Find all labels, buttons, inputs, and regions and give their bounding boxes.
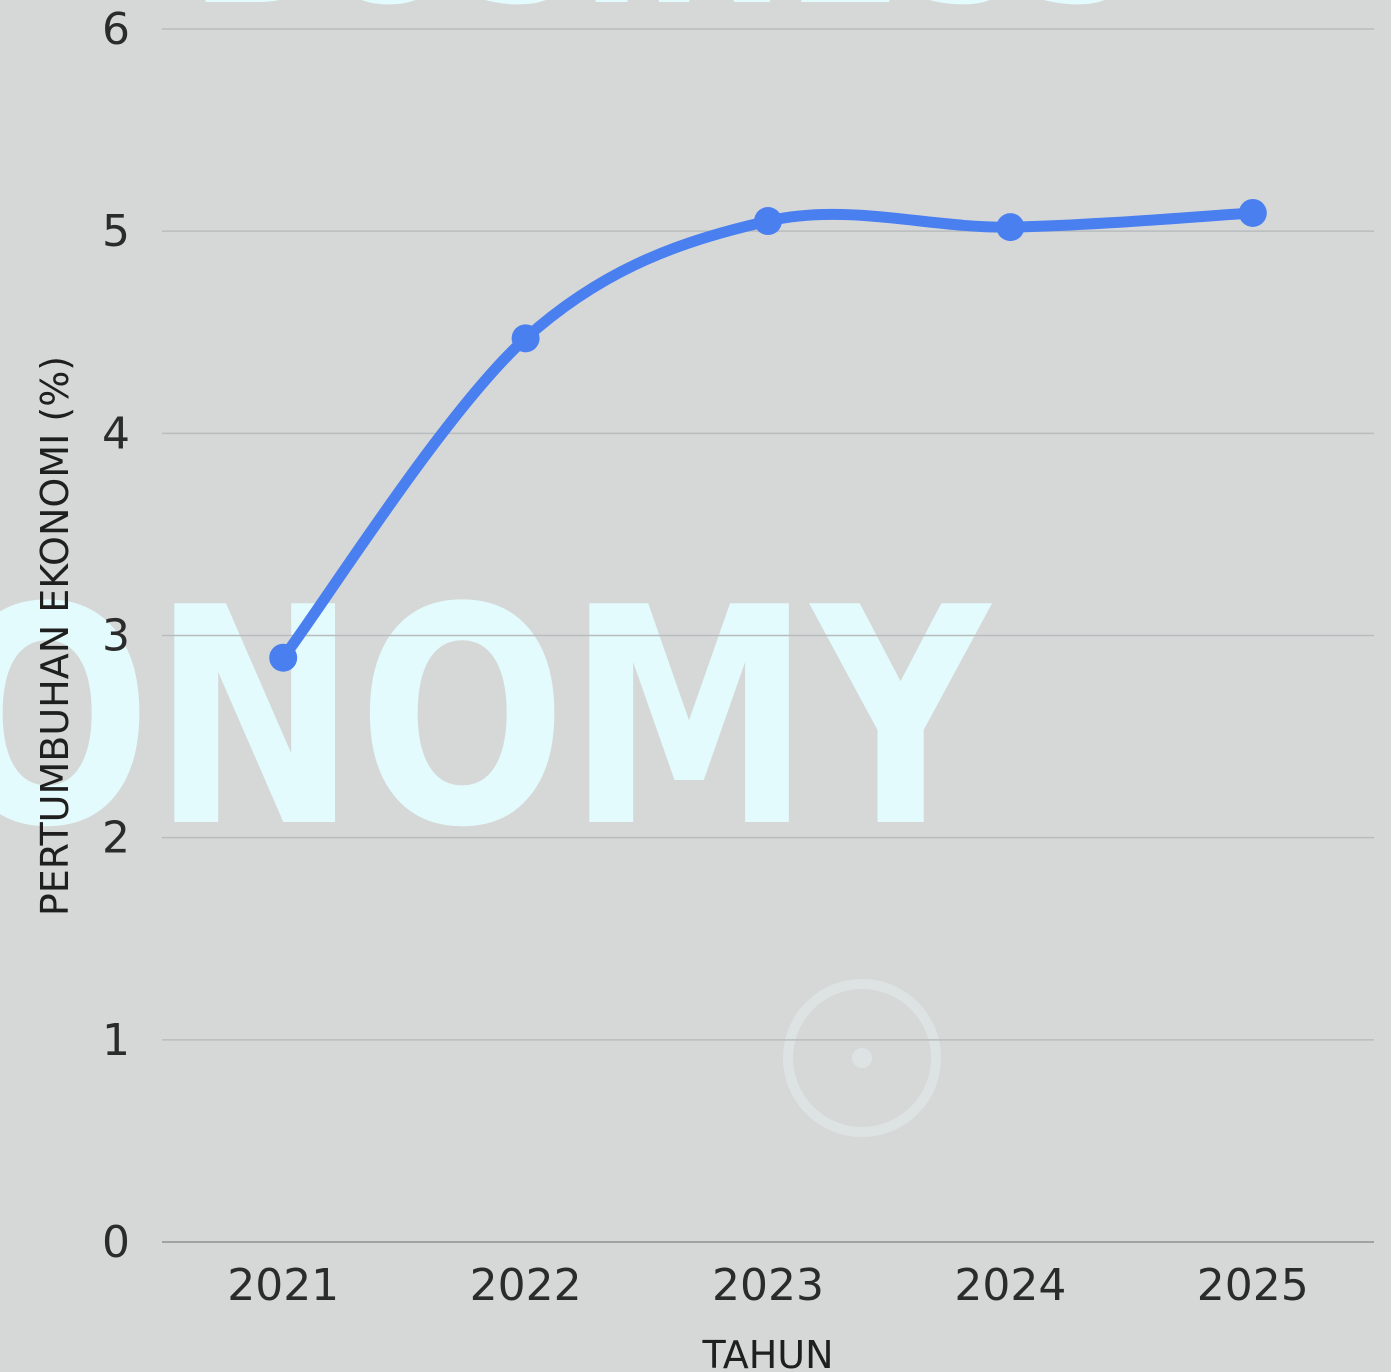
data-point[interactable] [754,207,782,236]
y-tick-label: 1 [102,1015,130,1066]
data-point[interactable] [511,324,540,353]
x-tick-label: 2021 [227,1260,339,1311]
series-layer [269,198,1267,672]
background-word-top: BUSINESS [190,0,1139,43]
data-point[interactable] [269,643,298,672]
y-tick-label: 5 [102,206,130,257]
x-axis-title: TAHUN [701,1333,833,1372]
y-tick-label: 4 [102,408,130,459]
data-point[interactable] [996,213,1025,242]
y-tick-label: 3 [102,611,130,662]
background-word-middle: ONOMY [0,543,992,893]
x-tick-label: 2022 [470,1260,582,1311]
x-tick-label: 2025 [1197,1260,1309,1311]
y-axis-title: PERTUMBUHAN EKONOMI (%) [33,356,77,916]
background-decoration: BUSINESS ONOMY [0,0,1139,1137]
y-tick-label: 0 [102,1217,130,1268]
gridlines [162,28,1374,1243]
x-tick-label: 2024 [954,1260,1066,1311]
y-tick-label: 2 [102,813,130,864]
background-target-icon [783,979,941,1137]
x-axis-ticks: 2021 2022 2023 2024 2025 [227,1260,1309,1311]
data-point[interactable] [1238,198,1267,227]
y-tick-label: 6 [102,4,130,55]
series-line [277,207,1259,664]
x-tick-label: 2023 [712,1260,824,1311]
background-target-dot [852,1048,872,1068]
y-axis-ticks: 0 1 2 3 4 5 6 [102,4,130,1268]
